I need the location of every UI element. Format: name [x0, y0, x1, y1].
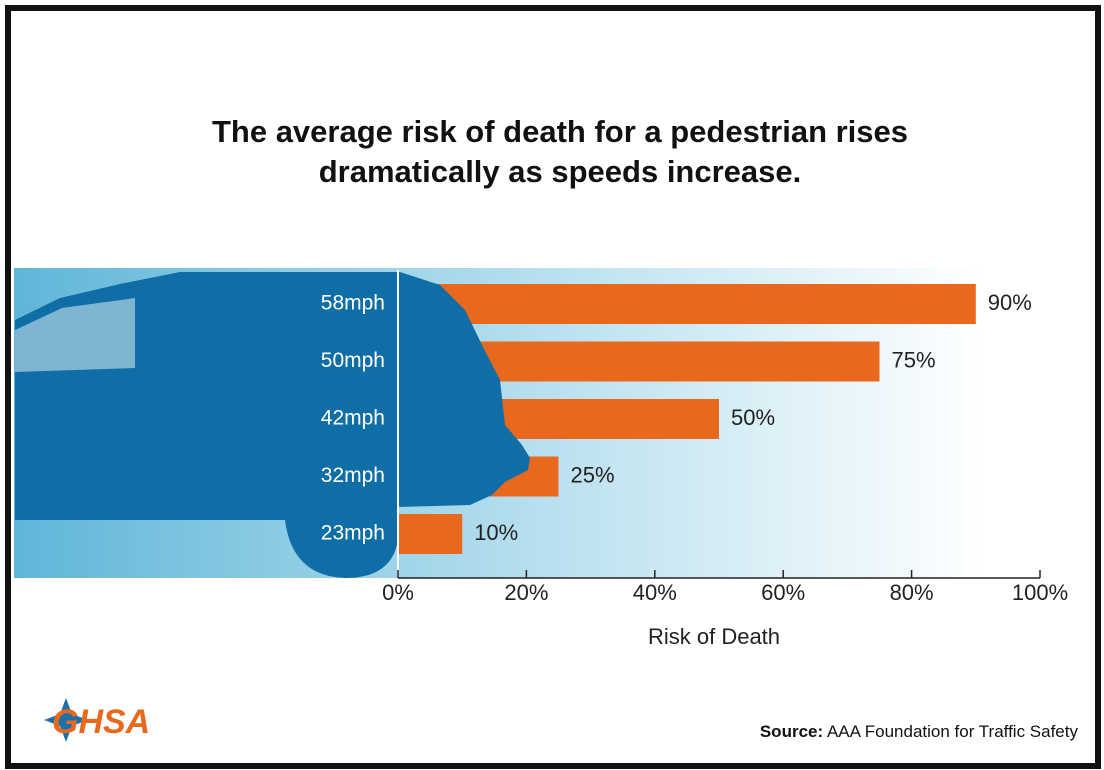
- logo-star: [44, 698, 88, 742]
- x-axis-label: Risk of Death: [648, 624, 780, 649]
- bar: [398, 284, 976, 324]
- car-silhouette: [15, 272, 530, 578]
- x-tick-label: 0%: [382, 580, 414, 605]
- logo-star-shape: [44, 698, 88, 742]
- value-label: 75%: [892, 347, 936, 372]
- category-label: 32mph: [321, 464, 385, 487]
- category-label: 23mph: [321, 522, 385, 545]
- value-label: 90%: [988, 290, 1032, 315]
- car-window: [15, 298, 135, 372]
- source: Source: AAA Foundation for Traffic Safet…: [760, 722, 1079, 741]
- value-label: 50%: [731, 405, 775, 430]
- x-tick-label: 80%: [890, 580, 934, 605]
- x-tick-label: 60%: [761, 580, 805, 605]
- source-label: Source:: [760, 722, 823, 741]
- logo-text: GHSA: [52, 703, 150, 741]
- category-label: 58mph: [321, 292, 385, 315]
- x-tick-label: 100%: [1012, 580, 1068, 605]
- value-label: 10%: [474, 520, 518, 545]
- chart-title: The average risk of death for a pedestri…: [211, 114, 909, 189]
- x-tick-label: 40%: [633, 580, 677, 605]
- frame: [5, 5, 1101, 769]
- source-text: AAA Foundation for Traffic Safety: [827, 722, 1079, 741]
- bar: [398, 514, 463, 554]
- category-label: 42mph: [321, 407, 385, 430]
- x-tick-label: 20%: [504, 580, 548, 605]
- category-label: 50mph: [321, 349, 385, 372]
- value-label: 25%: [571, 462, 615, 487]
